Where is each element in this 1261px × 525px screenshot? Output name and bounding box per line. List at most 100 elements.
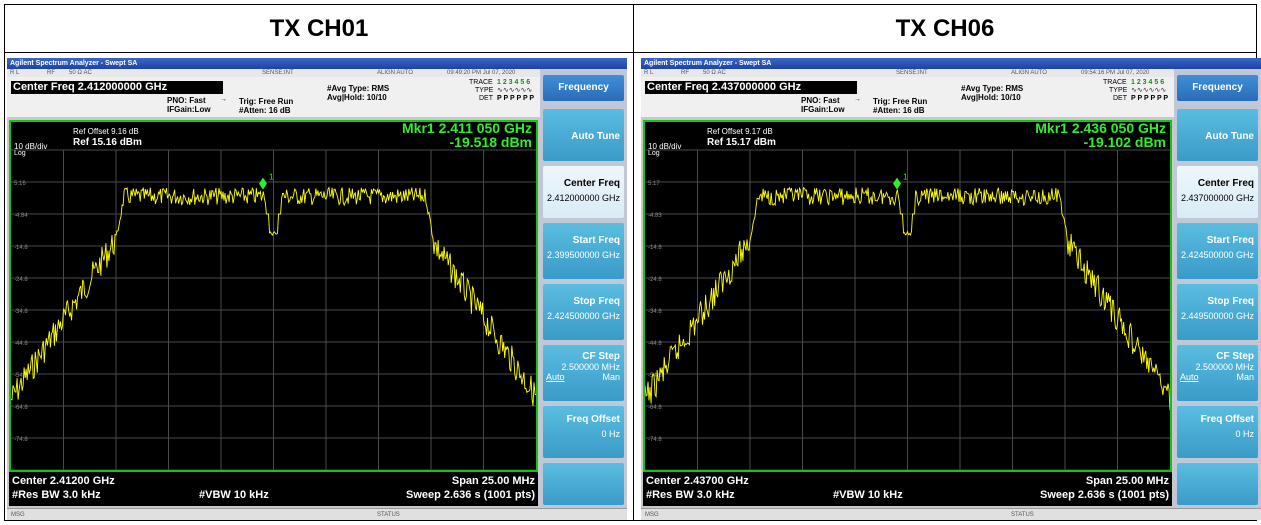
- column-header-ch06: TX CH06: [895, 15, 995, 42]
- start-freq-value: 2.424500000 GHz: [1180, 250, 1254, 260]
- det-label: DET: [479, 95, 493, 102]
- y-axis-label: -44.8: [648, 341, 662, 347]
- y-axis-label: -14.8: [14, 245, 28, 251]
- atten-setting: #Atten: 16 dB: [873, 106, 925, 115]
- blank-softkey[interactable]: [543, 463, 624, 505]
- rl-indicator: R L: [644, 70, 654, 76]
- cf-step-label: CF Step: [1216, 351, 1254, 362]
- blank-softkey[interactable]: [1177, 463, 1258, 505]
- ifgain-setting: IFGain:Low: [801, 105, 845, 114]
- scale-per-div: 10 dB/div: [14, 142, 48, 151]
- type-wave-icon: ∿∿∿∿∿∿: [497, 87, 533, 94]
- marker-frequency: Mkr1 2.411 050 GHz: [402, 120, 532, 136]
- center-freq-label: Center Freq: [563, 178, 620, 189]
- sweep-readout: Sweep 2.636 s (1001 pts): [1039, 489, 1169, 501]
- trigger-setting: Trig: Free Run: [873, 97, 928, 106]
- ref-level: Ref 15.16 dBm: [73, 137, 142, 148]
- start-freq-value: 2.399500000 GHz: [546, 250, 620, 260]
- y-axis-label: -74.8: [14, 437, 28, 443]
- span-readout: Span 25.00 MHz: [1085, 475, 1169, 487]
- stop-freq-value: 2.449500000 GHz: [1180, 311, 1254, 321]
- y-axis-label: -34.8: [14, 309, 28, 315]
- marker-label: 1: [269, 173, 274, 182]
- cf-step-label: CF Step: [582, 351, 620, 362]
- trace-label: TRACE: [1103, 79, 1127, 86]
- cf-step-auto[interactable]: Auto: [1180, 372, 1199, 382]
- cf-step-value: 2.500000 MHz: [561, 362, 620, 372]
- rf-indicator: RF: [681, 70, 689, 76]
- ifgain-setting: IFGain:Low: [167, 105, 211, 114]
- avg-hold: Avg|Hold: 10/10: [961, 93, 1021, 102]
- scale-per-div: 10 dB/div: [648, 142, 682, 151]
- auto-tune-button[interactable]: Auto Tune: [1177, 109, 1258, 161]
- cf-step-button[interactable]: CF Step 2.500000 MHz Auto Man: [1177, 345, 1258, 401]
- marker-frequency: Mkr1 2.436 050 GHz: [1035, 120, 1166, 136]
- cf-step-value: 2.500000 MHz: [1195, 362, 1254, 372]
- message-bar: MSG STATUS: [7, 508, 627, 520]
- plot-graphics: 5.16 -4.84 -14.8 -24.8 -34.8 -44.8 -54.8 -64.8 -…: [11, 149, 536, 470]
- spectrum-plot[interactable]: 5.17 -4.83 -14.8 -24.8 -34.8 -44.8 -54.8 -64.8 -…: [643, 120, 1172, 472]
- menu-title: Frequency: [1177, 75, 1258, 101]
- y-axis-label: -24.8: [648, 277, 662, 283]
- center-freq-title[interactable]: Center Freq 2.437000000 GHz: [645, 81, 857, 94]
- center-freq-button[interactable]: Center Freq 2.412000000 GHz: [543, 166, 624, 218]
- freq-offset-label: Freq Offset: [1200, 414, 1254, 425]
- ref-level: Ref 15.17 dBm: [707, 137, 776, 148]
- marker-amplitude: -19.102 dBm: [1083, 134, 1166, 150]
- y-axis-label: -14.8: [648, 245, 662, 251]
- stop-freq-label: Stop Freq: [1207, 296, 1254, 307]
- cf-step-man[interactable]: Man: [602, 372, 620, 382]
- y-axis-label: 5.16: [14, 181, 26, 187]
- message-bar: MSG STATUS: [641, 508, 1261, 520]
- scale-type: Log: [14, 150, 26, 157]
- window-title: Agilent Spectrum Analyzer - Swept SA: [641, 58, 1261, 69]
- ref-offset: Ref Offset 9.17 dB: [707, 127, 773, 136]
- align-indicator: ALIGN AUTO: [1011, 70, 1047, 76]
- y-axis-label: -4.83: [648, 213, 662, 219]
- y-axis-label: -24.8: [14, 277, 28, 283]
- freq-offset-button[interactable]: Freq Offset 0 Hz: [1177, 406, 1258, 458]
- center-freq-label: Center Freq: [1197, 178, 1254, 189]
- cf-step-auto[interactable]: Auto: [546, 372, 565, 382]
- timestamp: 09:49:20 PM Jul 07, 2020: [447, 70, 516, 76]
- msg-label: MSG: [11, 512, 25, 518]
- y-axis-label: -64.8: [14, 405, 28, 411]
- cf-step-man[interactable]: Man: [1236, 372, 1254, 382]
- center-freq-title[interactable]: Center Freq 2.412000000 GHz: [11, 81, 223, 94]
- center-freq-button[interactable]: Center Freq 2.437000000 GHz: [1177, 166, 1258, 218]
- stop-freq-button[interactable]: Stop Freq 2.449500000 GHz: [1177, 284, 1258, 340]
- freq-offset-value: 0 Hz: [601, 429, 620, 439]
- trace-values: 1 2 3 4 5 6: [1131, 79, 1165, 86]
- ref-offset: Ref Offset 9.16 dB: [73, 127, 139, 136]
- det-values: P P P P P P: [1131, 95, 1169, 102]
- stop-freq-value: 2.424500000 GHz: [546, 311, 620, 321]
- stop-freq-button[interactable]: Stop Freq 2.424500000 GHz: [543, 284, 624, 340]
- scale-type: Log: [648, 150, 660, 157]
- vbw-readout: #VBW 10 kHz: [199, 489, 269, 501]
- y-axis-label: -34.8: [648, 309, 662, 315]
- trigger-setting: Trig: Free Run: [239, 97, 294, 106]
- impedance-indicator: 50 Ω AC: [703, 70, 726, 76]
- freq-offset-label: Freq Offset: [566, 414, 620, 425]
- auto-tune-button[interactable]: Auto Tune: [543, 109, 624, 161]
- stop-freq-label: Stop Freq: [573, 296, 620, 307]
- cf-step-button[interactable]: CF Step 2.500000 MHz Auto Man: [543, 345, 624, 401]
- marker-diamond-icon: [893, 177, 901, 190]
- avg-hold: Avg|Hold: 10/10: [327, 93, 387, 102]
- marker-amplitude: -19.518 dBm: [449, 134, 532, 150]
- spectrum-plot[interactable]: 5.16 -4.84 -14.8 -24.8 -34.8 -44.8 -54.8 -64.8 -…: [9, 120, 538, 472]
- marker-label: 1: [903, 173, 908, 182]
- span-readout: Span 25.00 MHz: [451, 475, 535, 487]
- start-freq-button[interactable]: Start Freq 2.424500000 GHz: [1177, 223, 1258, 279]
- auto-tune-label: Auto Tune: [1205, 131, 1254, 142]
- freq-offset-button[interactable]: Freq Offset 0 Hz: [543, 406, 624, 458]
- marker-diamond-icon: [259, 177, 267, 190]
- y-axis-label: -54.8: [14, 373, 28, 379]
- center-readout: Center 2.43700 GHz: [646, 475, 749, 487]
- y-axis-label: -64.8: [648, 405, 662, 411]
- y-axis-label: -54.8: [648, 373, 662, 379]
- rbw-readout: #Res BW 3.0 kHz: [646, 489, 735, 501]
- start-freq-label: Start Freq: [1206, 235, 1254, 246]
- start-freq-button[interactable]: Start Freq 2.399500000 GHz: [543, 223, 624, 279]
- spectrum-analyzer-window: Agilent Spectrum Analyzer - Swept SA R L…: [7, 58, 627, 520]
